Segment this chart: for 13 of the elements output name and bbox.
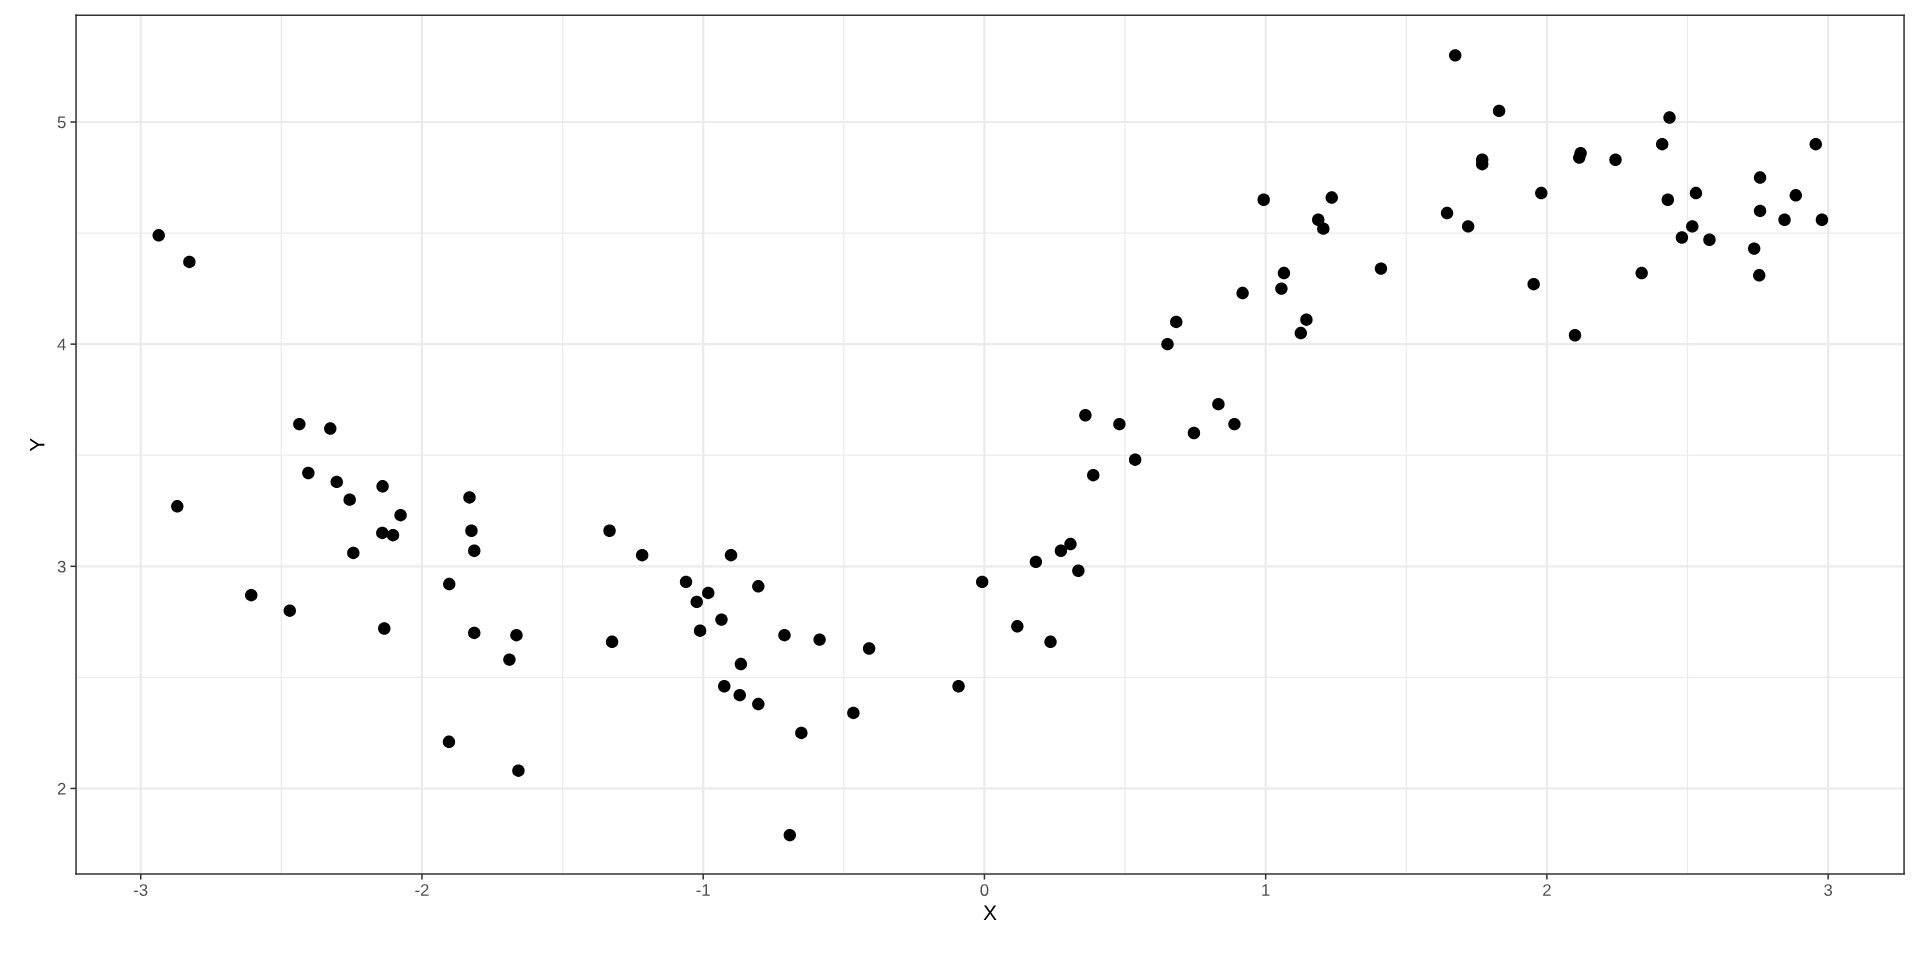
x-tick-label: 3 [1824, 884, 1833, 896]
x-tick-label: 2 [1543, 884, 1551, 896]
y-tick-label: 3 [57, 560, 66, 573]
y-tick-label: 5 [57, 116, 66, 129]
y-axis-title: Y [30, 438, 45, 452]
y-tick-label: 2 [57, 782, 66, 795]
x-tick-label: -1 [696, 884, 710, 896]
x-tick-label: -3 [134, 884, 148, 896]
x-tick-label: -2 [415, 884, 429, 896]
x-axis-title: X [983, 905, 997, 920]
x-tick-label: 1 [1262, 884, 1270, 896]
x-tick-label: 0 [980, 884, 989, 896]
y-tick-label: 4 [57, 338, 66, 351]
